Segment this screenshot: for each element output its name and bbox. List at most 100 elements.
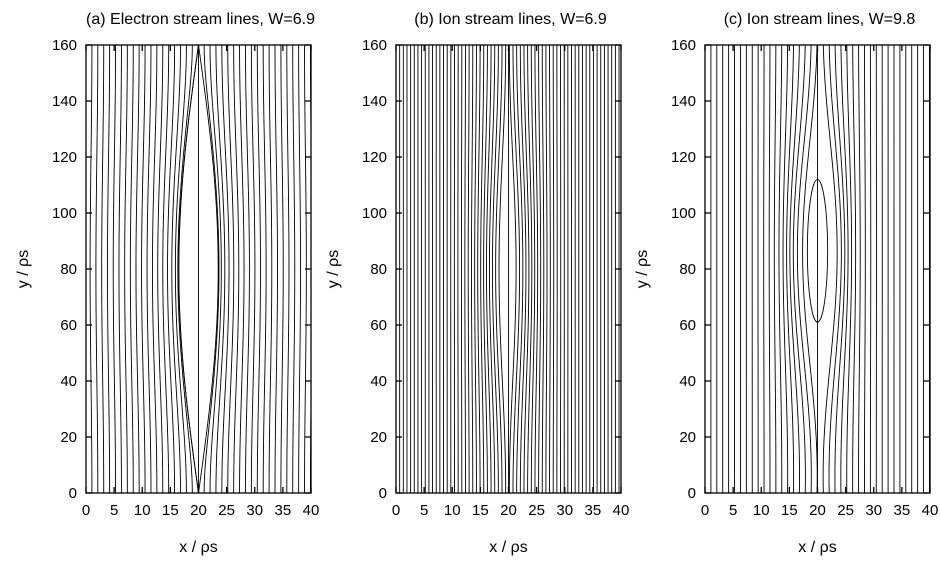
closed-contour [806,178,829,323]
stream-line [786,45,795,493]
x-tick-label: 5 [729,502,737,519]
y-tick-label: 100 [671,205,696,222]
y-tick-label: 120 [362,149,387,166]
y-tick-label: 120 [671,149,696,166]
x-tick-label: 5 [420,502,428,519]
stream-line [233,45,240,493]
chart-panel-a: (a) Electron stream lines, W=6.9 0 5 10 15 20… [15,11,319,556]
y-tick-label: 40 [679,373,696,390]
y-axis-label: y / ρs [325,250,342,288]
y-tick-label: 40 [60,373,77,390]
separatrix-lens [178,45,199,493]
stream-line [527,45,533,493]
stream-line [215,45,226,493]
stream-line [789,45,800,493]
stream-line [221,45,230,493]
stream-line [822,45,838,493]
stream-line [95,45,99,493]
stream-line [292,45,296,493]
chart-panel-b: (b) Ion stream lines, W=6.9 0 5 10 15 20 25 30 3… [325,11,629,556]
stream-line [171,45,181,493]
x-tick-label: 10 [753,502,770,519]
stream-line [858,45,861,493]
y-axis-label: y / ρs [15,250,32,288]
stream-line [534,45,539,493]
x-tick-label: 40 [922,502,939,519]
stream-line [840,45,849,493]
x-tick-label: 10 [134,502,151,519]
stream-line [828,45,842,493]
stream-line [467,45,470,493]
panel-title: (a) Electron stream lines, W=6.9 [86,11,315,28]
stream-lines [396,45,620,493]
y-tick-label: 80 [370,261,387,278]
stream-line [488,45,496,493]
stream-line [773,45,777,493]
x-tick-label: 40 [613,502,630,519]
y-tick-label: 60 [60,317,77,334]
y-tick-label: 20 [370,429,387,446]
x-tick-label: 10 [444,502,461,519]
stream-line [541,45,545,493]
stream-line [178,45,199,493]
stream-line [792,45,806,493]
stream-line [471,45,474,493]
stream-line [492,45,499,493]
stream-line [151,45,158,493]
x-tick-label: 20 [500,502,517,519]
stream-line [516,45,524,493]
stream-line [768,45,771,493]
y-tick-label: 140 [671,93,696,110]
stream-line [464,45,466,493]
y-tick-label: 20 [679,429,696,446]
stream-line [545,45,548,493]
stream-line [274,45,278,493]
stream-line [118,45,122,493]
stream-line [112,45,116,493]
stream-line [523,45,530,493]
stream-line [286,45,290,493]
y-tick-label: 140 [362,93,387,110]
stream-line [141,45,146,493]
y-tick-label: 0 [69,485,77,502]
stream-line [530,45,536,493]
stream-line [483,45,488,493]
y-tick-label: 60 [679,317,696,334]
x-tick-label: 25 [837,502,854,519]
x-tick-label: 30 [556,502,573,519]
stream-line [268,45,273,493]
stream-line [477,45,481,493]
stream-line [174,45,187,493]
x-tick-label: 0 [392,502,400,519]
y-tick-label: 80 [60,261,77,278]
y-tick-label: 40 [370,373,387,390]
y-tick-label: 140 [52,93,77,110]
y-tick-label: 100 [362,205,387,222]
x-tick-label: 35 [894,502,911,519]
stream-line [852,45,857,493]
y-tick-label: 60 [370,317,387,334]
stream-line [280,45,284,493]
y-tick-label: 120 [52,149,77,166]
y-tick-label: 20 [60,429,77,446]
stream-line [834,45,846,493]
stream-line [778,45,783,493]
panel-title: (b) Ion stream lines, W=6.9 [414,11,607,28]
x-tick-label: 15 [781,502,798,519]
y-tick-label: 160 [362,37,387,54]
x-tick-label: 5 [110,502,118,519]
stream-line [495,45,503,493]
stream-line [519,45,527,493]
x-axis-label: x / ρs [179,539,217,556]
stream-line [135,45,140,493]
x-tick-label: 35 [585,502,602,519]
y-axis-label: y / ρs [634,250,651,288]
y-tick-label: 0 [379,485,387,502]
stream-line [129,45,134,493]
stream-line [846,45,853,493]
stream-line [162,45,170,493]
x-tick-label: 25 [218,502,235,519]
stream-line [796,45,812,493]
chart-panel-c: (c) Ion stream lines, W=9.8 0 5 10 15 20 25 30 3… [634,11,938,556]
